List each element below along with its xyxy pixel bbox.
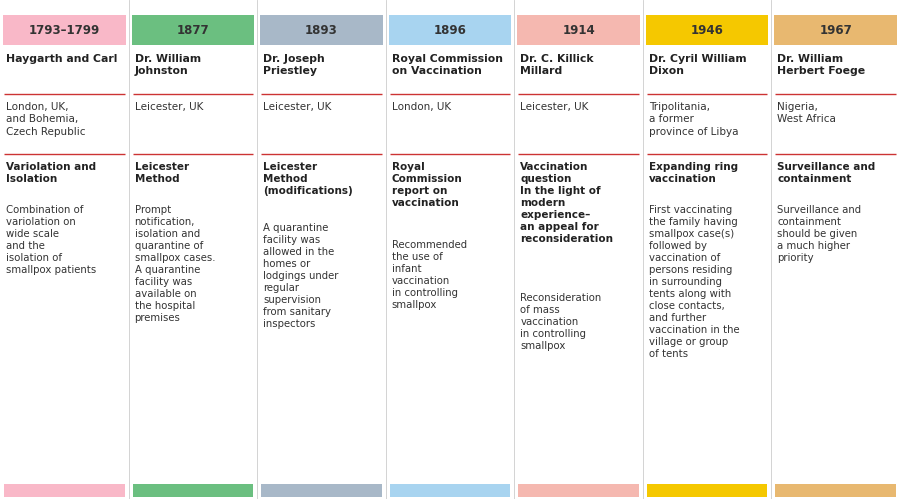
Bar [261, 484, 382, 497]
Text: 1893: 1893 [305, 23, 338, 36]
Bar [518, 484, 639, 497]
Text: Recommended
the use of
infant
vaccination
in controlling
smallpox: Recommended the use of infant vaccinatio… [392, 240, 467, 310]
Text: 1914: 1914 [562, 23, 595, 36]
Text: Prompt
notification,
isolation and
quarantine of
smallpox cases.
A quarantine
fa: Prompt notification, isolation and quara… [135, 205, 215, 323]
Text: London, UK,
and Bohemia,
Czech Republic: London, UK, and Bohemia, Czech Republic [6, 102, 85, 137]
Text: Dr. William
Herbert Foege: Dr. William Herbert Foege [778, 54, 866, 76]
Text: Leicester, UK: Leicester, UK [135, 102, 202, 112]
Bar [3, 15, 126, 45]
Text: First vaccinating
the family having
smallpox case(s)
followed by
vaccination of
: First vaccinating the family having smal… [649, 205, 740, 359]
Bar [4, 484, 124, 497]
Text: Dr. Cyril William
Dixon: Dr. Cyril William Dixon [649, 54, 746, 76]
Text: Leicester, UK: Leicester, UK [520, 102, 589, 112]
Text: Leicester, UK: Leicester, UK [263, 102, 331, 112]
Text: Nigeria,
West Africa: Nigeria, West Africa [778, 102, 836, 124]
Text: Variolation and
Isolation: Variolation and Isolation [6, 162, 96, 184]
Bar [646, 15, 769, 45]
Text: Reconsideration
of mass
vaccination
in controlling
smallpox: Reconsideration of mass vaccination in c… [520, 292, 601, 350]
Text: 1896: 1896 [434, 23, 466, 36]
Text: 1967: 1967 [819, 23, 852, 36]
Text: 1946: 1946 [690, 23, 724, 36]
Bar [647, 484, 768, 497]
Text: Combination of
variolation on
wide scale
and the
isolation of
smallpox patients: Combination of variolation on wide scale… [6, 205, 96, 275]
Text: Leicester
Method
(modifications): Leicester Method (modifications) [263, 162, 353, 196]
Bar [518, 15, 640, 45]
Text: 1877: 1877 [176, 23, 209, 36]
Bar [132, 484, 253, 497]
Bar [390, 484, 510, 497]
Text: Haygarth and Carl: Haygarth and Carl [6, 54, 117, 64]
Bar [776, 484, 896, 497]
Bar [131, 15, 254, 45]
Text: London, UK: London, UK [392, 102, 451, 112]
Text: Dr. William
Johnston: Dr. William Johnston [135, 54, 201, 76]
Bar [774, 15, 897, 45]
Text: 1793–1799: 1793–1799 [29, 23, 100, 36]
Text: Expanding ring
vaccination: Expanding ring vaccination [649, 162, 738, 184]
Bar [260, 15, 382, 45]
Text: Vaccination
question
In the light of
modern
experience–
an appeal for
reconsider: Vaccination question In the light of mod… [520, 162, 613, 244]
Text: Surveillance and
containment
should be given
a much higher
priority: Surveillance and containment should be g… [778, 205, 861, 263]
Text: Leicester
Method: Leicester Method [135, 162, 189, 184]
Text: Dr. Joseph
Priestley: Dr. Joseph Priestley [263, 54, 325, 76]
Text: Surveillance and
containment: Surveillance and containment [778, 162, 876, 184]
Text: Tripolitania,
a former
province of Libya: Tripolitania, a former province of Libya [649, 102, 738, 137]
Text: Royal
Commission
report on
vaccination: Royal Commission report on vaccination [392, 162, 463, 208]
Text: Dr. C. Killick
Millard: Dr. C. Killick Millard [520, 54, 594, 76]
Bar [389, 15, 511, 45]
Text: A quarantine
facility was
allowed in the
homes or
lodgings under
regular
supervi: A quarantine facility was allowed in the… [263, 223, 338, 328]
Text: Royal Commission
on Vaccination: Royal Commission on Vaccination [392, 54, 503, 76]
